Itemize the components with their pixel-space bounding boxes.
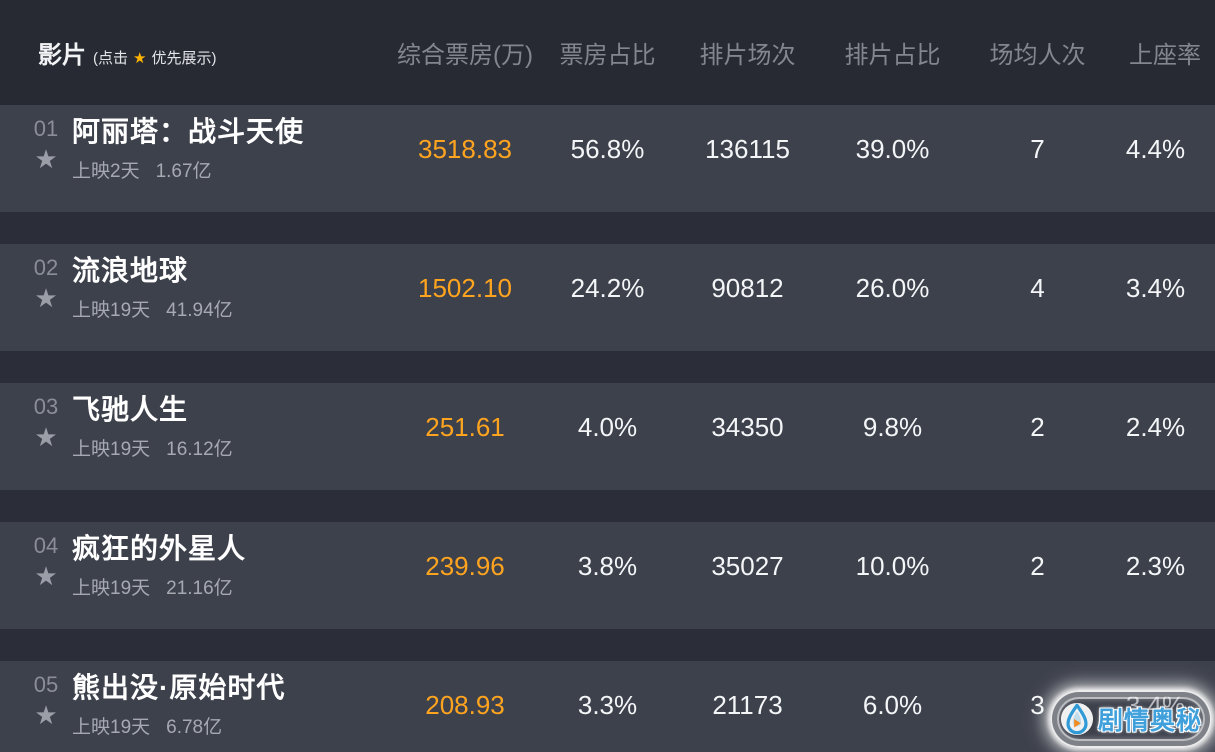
avg-attendance-value: 3 bbox=[1030, 690, 1045, 720]
column-header-gross: 综合票房(万) bbox=[397, 42, 533, 69]
avg-attendance-value: 2 bbox=[1030, 551, 1045, 581]
favorite-star-icon[interactable]: ★ bbox=[34, 421, 58, 452]
column-header-box-share: 票房占比 bbox=[559, 42, 656, 69]
session-share-value: 9.8% bbox=[862, 412, 923, 442]
star-icon: ★ bbox=[133, 50, 147, 67]
release-days: 上映2天 bbox=[72, 160, 140, 182]
gross-value: 239.96 bbox=[425, 551, 505, 581]
table-header: 影片 (点击 ★ 优先展示) 综合票房(万) 票房占比 排片场次 排片占比 场均人次… bbox=[0, 0, 1215, 105]
avg-attendance-value: 2 bbox=[1030, 412, 1045, 442]
rank-number: 02 bbox=[33, 255, 59, 281]
release-days: 上映19天 bbox=[72, 716, 151, 738]
gross-value: 3518.83 bbox=[418, 134, 512, 164]
film-title[interactable]: 阿丽塔：战斗天使 bbox=[72, 116, 305, 148]
occupancy-value: 2.4% bbox=[1125, 412, 1186, 442]
release-days: 上映19天 bbox=[72, 299, 151, 321]
session-share-value: 10.0% bbox=[855, 551, 930, 581]
watermark-badge: 剧情奥秘 bbox=[1050, 690, 1212, 748]
release-days: 上映19天 bbox=[72, 577, 151, 599]
gross-value: 251.61 bbox=[425, 412, 505, 442]
film-column-header: 影片 (点击 ★ 优先展示) bbox=[0, 35, 390, 70]
film-subtitle: 上映19天 6.78亿 bbox=[72, 712, 285, 739]
sessions-value: 21173 bbox=[712, 690, 783, 720]
film-title[interactable]: 熊出没·原始时代 bbox=[72, 672, 286, 704]
hint-suffix: 优先展示) bbox=[151, 50, 217, 67]
watermark-text: 剧情奥秘 bbox=[1097, 707, 1202, 735]
total-gross: 1.67亿 bbox=[155, 160, 212, 182]
occupancy-value: 4.4% bbox=[1125, 134, 1186, 164]
sessions-value: 34350 bbox=[711, 412, 784, 442]
column-header-occupancy: 上座率 bbox=[1129, 42, 1201, 69]
film-cell: 05 ★ 熊出没·原始时代 上映19天 6.78亿 bbox=[0, 672, 390, 738]
occupancy-value: 2.3% bbox=[1125, 551, 1186, 581]
column-header-sessions: 排片场次 bbox=[699, 42, 796, 69]
box-share-value: 4.0% bbox=[577, 412, 638, 442]
box-share-value: 56.8% bbox=[570, 134, 645, 164]
film-header-hint: (点击 ★ 优先展示) bbox=[93, 47, 216, 68]
sessions-value: 136115 bbox=[705, 134, 790, 164]
session-share-value: 26.0% bbox=[855, 273, 930, 303]
session-share-value: 6.0% bbox=[862, 690, 923, 720]
gross-value: 208.93 bbox=[425, 690, 505, 720]
film-title[interactable]: 飞驰人生 bbox=[72, 394, 189, 426]
film-cell: 01 ★ 阿丽塔：战斗天使 上映2天 1.67亿 bbox=[0, 116, 390, 182]
column-header-avg-attendance: 场均人次 bbox=[989, 42, 1086, 69]
hint-prefix: (点击 bbox=[93, 50, 128, 67]
rank-number: 01 bbox=[33, 116, 59, 142]
film-subtitle: 上映19天 16.12亿 bbox=[72, 434, 233, 461]
favorite-star-icon[interactable]: ★ bbox=[34, 143, 58, 174]
box-share-value: 3.8% bbox=[577, 551, 638, 581]
total-gross: 6.78亿 bbox=[166, 716, 223, 738]
table-row[interactable]: 01 ★ 阿丽塔：战斗天使 上映2天 1.67亿 3518.83 56.8% 13… bbox=[0, 105, 1215, 212]
box-share-value: 24.2% bbox=[570, 273, 645, 303]
occupancy-value: 3.4% bbox=[1125, 690, 1186, 720]
film-title[interactable]: 流浪地球 bbox=[72, 255, 189, 287]
film-subtitle: 上映2天 1.67亿 bbox=[72, 156, 304, 183]
gross-value: 1502.10 bbox=[418, 273, 512, 303]
total-gross: 21.16亿 bbox=[166, 577, 233, 599]
film-cell: 03 ★ 飞驰人生 上映19天 16.12亿 bbox=[0, 394, 390, 460]
box-share-value: 3.3% bbox=[577, 690, 638, 720]
table-row[interactable]: 03 ★ 飞驰人生 上映19天 16.12亿 251.61 4.0% 34350 … bbox=[0, 383, 1215, 490]
table-row[interactable]: 02 ★ 流浪地球 上映19天 41.94亿 1502.10 24.2% 9081… bbox=[0, 244, 1215, 351]
column-header-session-share: 排片占比 bbox=[844, 42, 941, 69]
favorite-star-icon[interactable]: ★ bbox=[34, 699, 58, 730]
film-cell: 02 ★ 流浪地球 上映19天 41.94亿 bbox=[0, 255, 390, 321]
release-days: 上映19天 bbox=[72, 438, 151, 460]
film-header-label: 影片 bbox=[38, 42, 86, 69]
table-row[interactable]: 05 ★ 熊出没·原始时代 上映19天 6.78亿 208.93 3.3% 211… bbox=[0, 661, 1215, 752]
avg-attendance-value: 4 bbox=[1030, 273, 1045, 303]
rank-number: 03 bbox=[33, 394, 59, 420]
session-share-value: 39.0% bbox=[855, 134, 930, 164]
total-gross: 16.12亿 bbox=[166, 438, 233, 460]
film-cell: 04 ★ 疯狂的外星人 上映19天 21.16亿 bbox=[0, 533, 390, 599]
occupancy-value: 3.4% bbox=[1125, 273, 1186, 303]
film-title[interactable]: 疯狂的外星人 bbox=[72, 533, 247, 565]
avg-attendance-value: 7 bbox=[1030, 134, 1045, 164]
rank-number: 04 bbox=[33, 533, 59, 559]
favorite-star-icon[interactable]: ★ bbox=[34, 560, 58, 591]
rank-number: 05 bbox=[33, 672, 59, 698]
water-drop-play-icon bbox=[1060, 702, 1094, 736]
sessions-value: 35027 bbox=[711, 551, 784, 581]
film-subtitle: 上映19天 41.94亿 bbox=[72, 295, 233, 322]
table-row[interactable]: 04 ★ 疯狂的外星人 上映19天 21.16亿 239.96 3.8% 3502… bbox=[0, 522, 1215, 629]
film-subtitle: 上映19天 21.16亿 bbox=[72, 573, 246, 600]
favorite-star-icon[interactable]: ★ bbox=[34, 282, 58, 313]
total-gross: 41.94亿 bbox=[166, 299, 233, 321]
sessions-value: 90812 bbox=[711, 273, 784, 303]
